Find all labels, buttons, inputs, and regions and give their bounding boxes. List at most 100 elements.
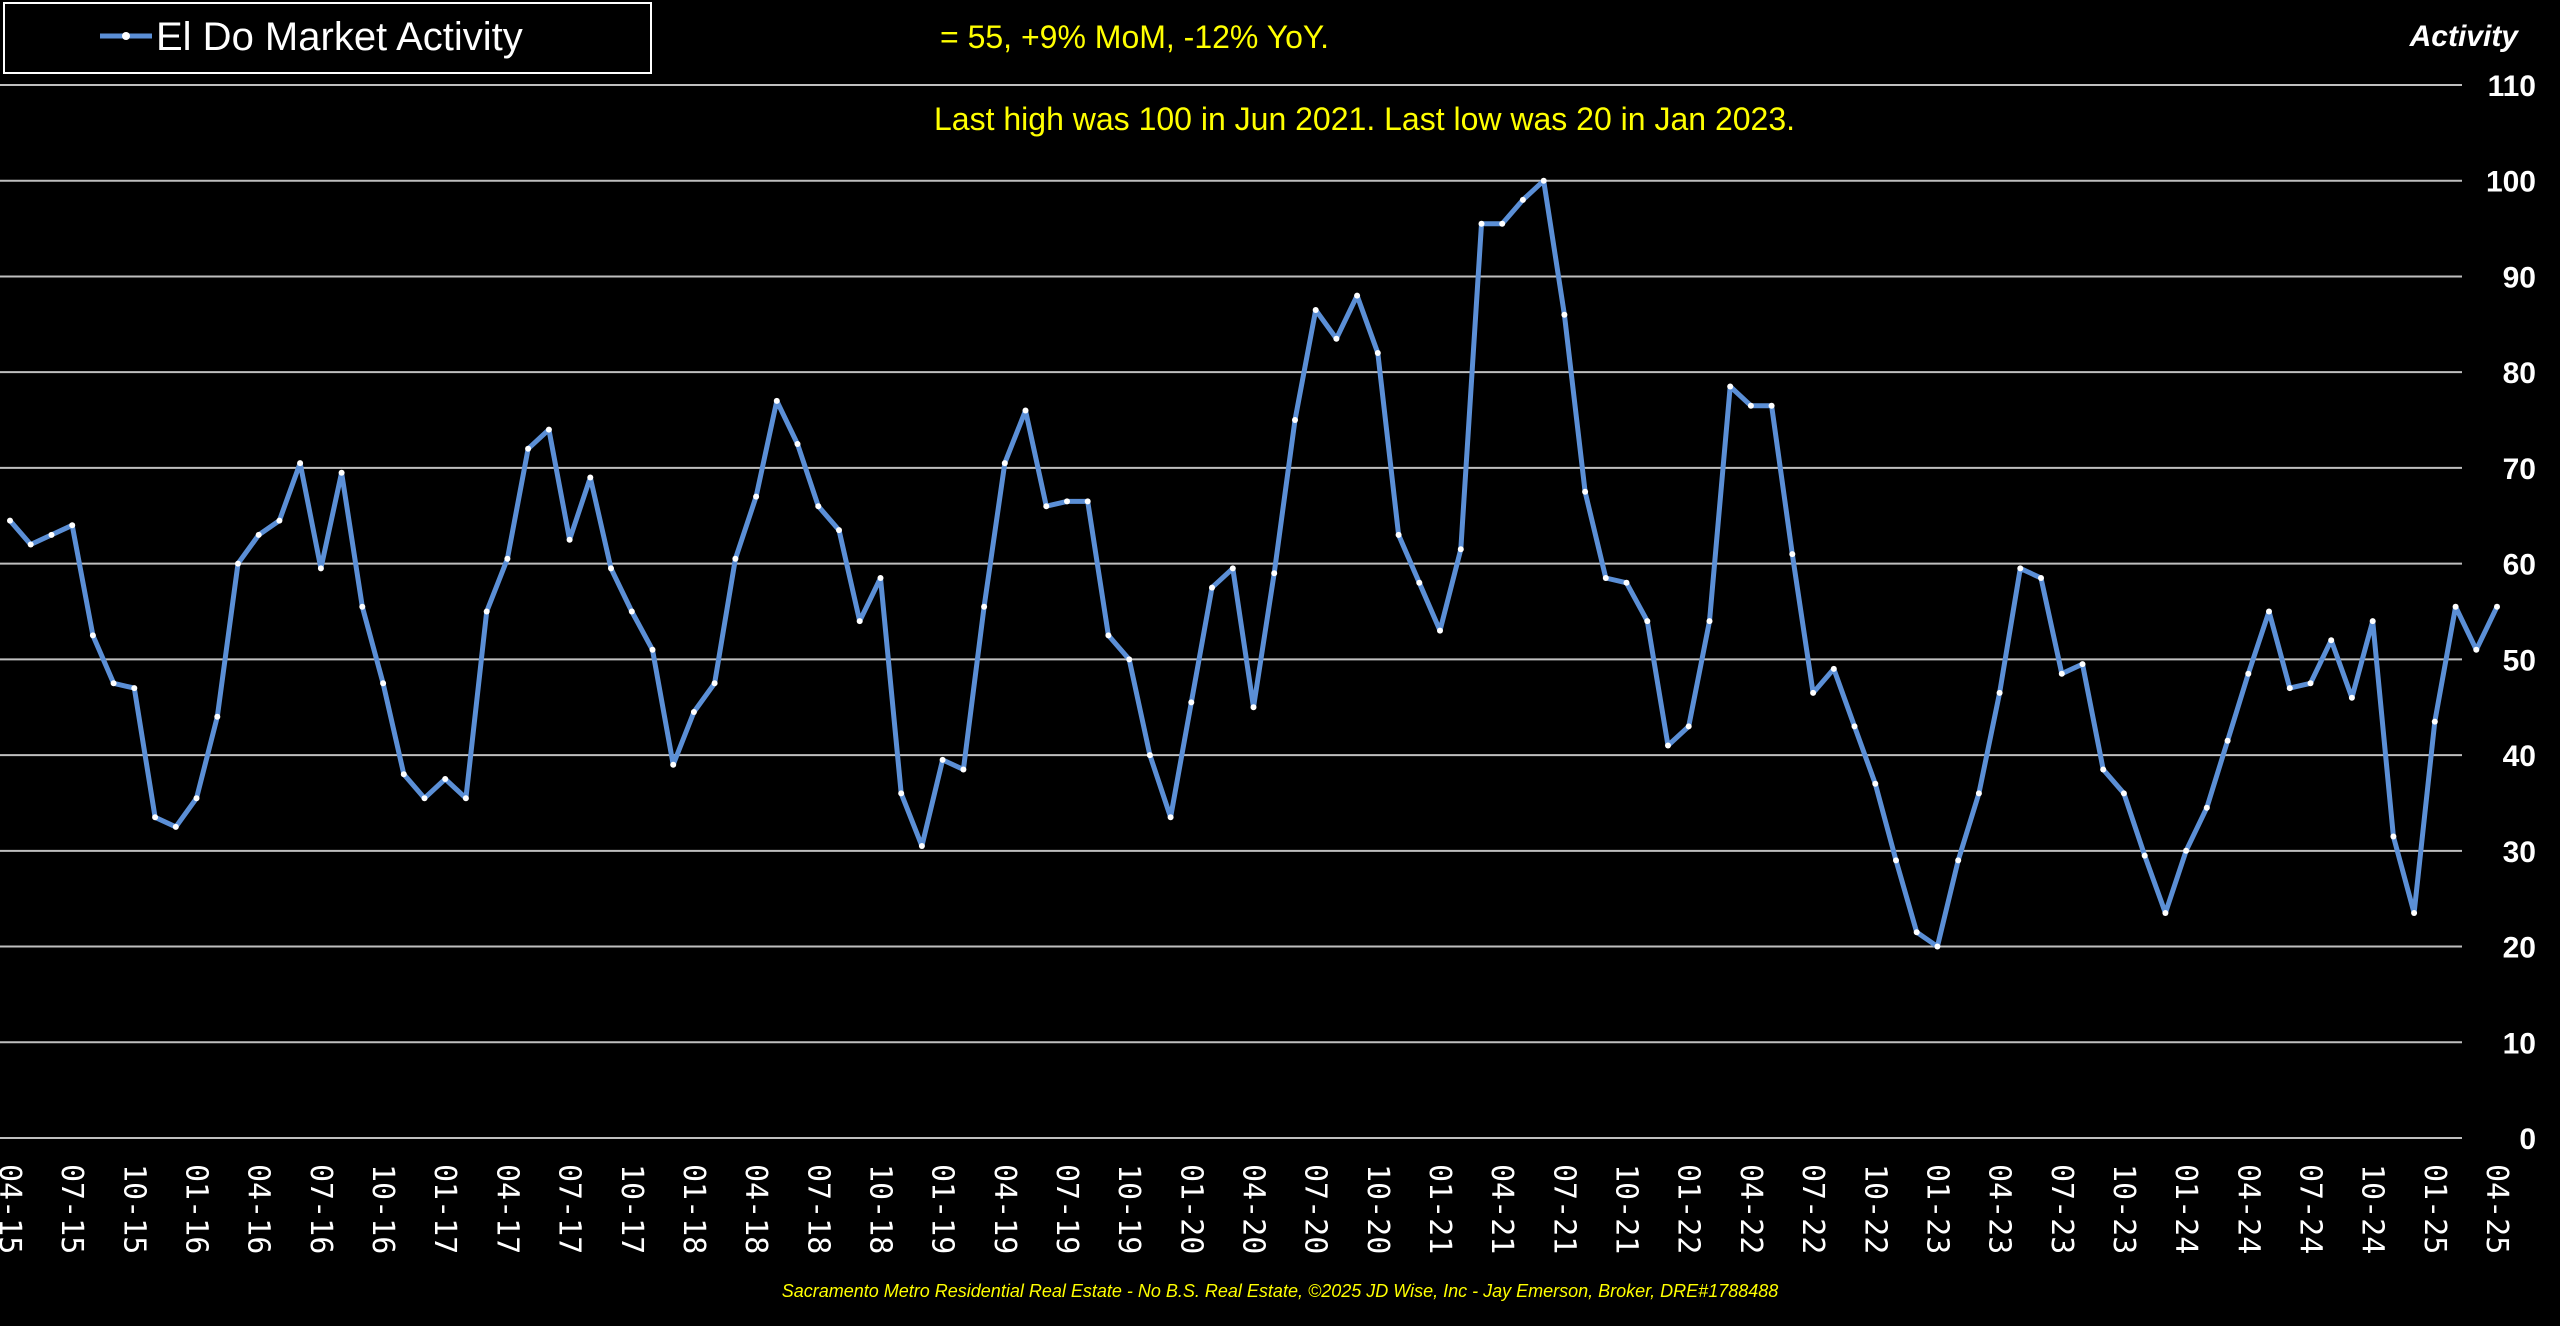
x-tick-label: 07-20	[1298, 1164, 1333, 1254]
x-tick-label: 04-23	[1982, 1164, 2017, 1254]
data-point	[110, 680, 117, 687]
data-point	[214, 713, 221, 720]
y-tick-label: 0	[2519, 1123, 2536, 1156]
x-tick-label: 04-21	[1484, 1164, 1519, 1254]
y-tick-label: 110	[2488, 70, 2536, 103]
data-point	[1685, 723, 1692, 730]
data-point	[794, 441, 801, 447]
data-point	[1851, 723, 1858, 730]
data-point	[276, 517, 283, 524]
data-point	[753, 493, 760, 500]
data-point	[2224, 737, 2231, 744]
legend: El Do Market Activity	[3, 2, 652, 74]
data-point	[1540, 177, 1547, 184]
x-tick-label: 01-25	[2417, 1164, 2452, 1254]
x-tick-label: 04-22	[1733, 1164, 1768, 1254]
data-point	[2431, 718, 2438, 725]
x-tick-label: 07-17	[552, 1164, 587, 1254]
data-point	[1561, 311, 1568, 318]
x-tick-label: 01-20	[1173, 1164, 1208, 1254]
series-markers	[7, 177, 2500, 950]
data-point	[504, 555, 511, 562]
x-tick-label: 04-20	[1236, 1164, 1271, 1254]
data-point	[877, 575, 884, 581]
y-tick-label: 60	[2503, 549, 2536, 582]
data-point	[960, 766, 967, 773]
data-point	[2452, 603, 2459, 610]
data-point	[1188, 699, 1195, 706]
data-point	[918, 843, 925, 849]
x-tick-label: 07-21	[1546, 1164, 1581, 1254]
x-tick-label: 04-17	[489, 1164, 524, 1254]
high-low-annotation: Last high was 100 in Jun 2021. Last low …	[934, 101, 1795, 137]
x-tick-label: 10-21	[1609, 1164, 1644, 1254]
data-point	[2058, 670, 2065, 677]
y-tick-label: 10	[2503, 1027, 2536, 1060]
data-point	[1789, 551, 1796, 558]
x-tick-label: 10-20	[1360, 1164, 1395, 1254]
data-point	[1457, 546, 1464, 553]
x-tick-label: 07-24	[2292, 1164, 2327, 1254]
data-point	[628, 608, 635, 615]
x-tick-label: 01-17	[427, 1164, 462, 1254]
data-point	[2286, 685, 2293, 692]
data-point	[1872, 780, 1879, 787]
data-point	[1064, 498, 1070, 505]
x-tick-label: 07-23	[2044, 1164, 2079, 1254]
data-point	[2245, 670, 2252, 677]
data-point	[1519, 196, 1526, 203]
data-point	[131, 685, 138, 692]
x-tick-label: 07-18	[800, 1164, 835, 1254]
data-point	[1893, 857, 1899, 864]
data-point	[836, 527, 842, 534]
data-point	[462, 795, 469, 802]
x-tick-label: 01-18	[676, 1164, 711, 1254]
data-point	[338, 469, 345, 476]
data-point	[1354, 292, 1361, 299]
data-point	[1913, 929, 1920, 936]
data-point	[1810, 689, 1817, 696]
data-point	[1374, 350, 1381, 356]
data-point	[856, 618, 863, 625]
x-tick-label: 10-24	[2355, 1164, 2390, 1254]
data-point	[1934, 943, 1941, 950]
data-point	[48, 531, 55, 538]
x-tick-label: 04-16	[241, 1164, 276, 1254]
x-tick-label: 01-24	[2168, 1164, 2203, 1254]
data-point	[1084, 498, 1091, 505]
data-point	[2141, 852, 2148, 859]
data-point	[1271, 570, 1278, 577]
data-point	[1644, 618, 1651, 625]
x-tick-label: 01-19	[925, 1164, 960, 1254]
x-tick-label: 01-21	[1422, 1164, 1457, 1254]
y-axis-ticks: 0 10 20 30 40 50 60 70 80 90 100 110	[2486, 70, 2536, 1156]
data-point	[1167, 814, 1174, 821]
data-point	[939, 756, 946, 763]
data-point	[317, 565, 324, 572]
x-tick-label: 01-23	[1919, 1164, 1954, 1254]
x-tick-label: 10-18	[862, 1164, 897, 1254]
data-point	[1126, 656, 1133, 663]
y-axis-label: Activity	[2409, 20, 2520, 53]
x-tick-label: 10-19	[1111, 1164, 1146, 1254]
data-point	[380, 680, 387, 687]
data-point	[1250, 704, 1257, 711]
data-point	[566, 536, 573, 543]
data-point	[1416, 579, 1423, 586]
data-point	[1043, 503, 1050, 510]
data-point	[2100, 766, 2107, 773]
data-point	[1499, 220, 1506, 227]
x-tick-label: 01-16	[179, 1164, 214, 1254]
data-point	[1955, 857, 1962, 864]
data-point	[649, 646, 656, 653]
data-point	[1478, 220, 1485, 227]
data-point	[2120, 790, 2127, 797]
x-tick-label: 10-17	[614, 1164, 649, 1254]
x-tick-label: 07-15	[54, 1164, 89, 1254]
data-point	[1706, 618, 1713, 625]
data-point	[255, 531, 262, 538]
data-point	[1623, 579, 1630, 586]
data-point	[1602, 575, 1609, 581]
data-point	[483, 608, 490, 615]
